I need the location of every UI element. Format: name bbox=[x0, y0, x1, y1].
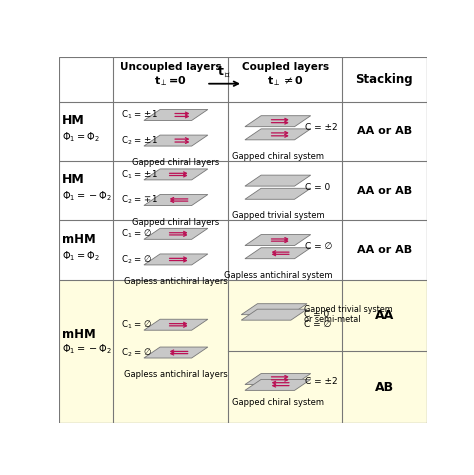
Text: Gapped trivial system: Gapped trivial system bbox=[231, 211, 324, 220]
Text: AA or AB: AA or AB bbox=[357, 186, 412, 196]
Text: mHM: mHM bbox=[62, 233, 96, 246]
Text: C$_1$ = ∅: C$_1$ = ∅ bbox=[121, 228, 153, 240]
Text: C$_1$ = ∅: C$_1$ = ∅ bbox=[121, 318, 153, 331]
Text: AB: AB bbox=[375, 380, 394, 394]
Text: Gapped chiral system: Gapped chiral system bbox=[232, 398, 324, 407]
Polygon shape bbox=[144, 135, 208, 146]
Text: C = ∅: C = ∅ bbox=[305, 242, 333, 251]
Text: C$_1$ = ±1: C$_1$ = ±1 bbox=[121, 168, 158, 180]
Text: C = 0: C = 0 bbox=[305, 183, 331, 192]
Polygon shape bbox=[144, 169, 208, 180]
Text: AA or AB: AA or AB bbox=[357, 126, 412, 136]
Polygon shape bbox=[245, 116, 310, 127]
Text: HM: HM bbox=[62, 114, 85, 127]
Text: $\Phi_1 = \Phi_2$: $\Phi_1 = \Phi_2$ bbox=[62, 249, 100, 263]
Polygon shape bbox=[144, 195, 208, 206]
Text: Gapped chiral layers: Gapped chiral layers bbox=[132, 158, 219, 167]
Text: mHM: mHM bbox=[62, 329, 96, 342]
Polygon shape bbox=[245, 235, 310, 246]
Text: HM: HM bbox=[62, 173, 85, 186]
Text: C = ∅: C = ∅ bbox=[303, 320, 331, 329]
Polygon shape bbox=[245, 188, 310, 200]
Text: C$_2$ = ∅: C$_2$ = ∅ bbox=[121, 253, 153, 266]
Polygon shape bbox=[245, 175, 310, 186]
Polygon shape bbox=[241, 304, 307, 314]
Polygon shape bbox=[241, 309, 307, 320]
Text: t$_\perp$$\neq$0: t$_\perp$$\neq$0 bbox=[267, 75, 304, 88]
Text: Uncoupled layers: Uncoupled layers bbox=[119, 62, 221, 72]
Polygon shape bbox=[245, 248, 310, 259]
Polygon shape bbox=[245, 380, 310, 390]
Text: C$_2$ = ∅: C$_2$ = ∅ bbox=[121, 346, 153, 359]
Text: C$_1$ = ±1: C$_1$ = ±1 bbox=[121, 109, 158, 121]
Text: Gapped trivial system: Gapped trivial system bbox=[303, 304, 392, 314]
Text: Stacking: Stacking bbox=[356, 73, 413, 86]
Text: Gapped chiral system: Gapped chiral system bbox=[232, 152, 324, 161]
Bar bbox=[59, 280, 427, 423]
Text: Gapless antichiral layers: Gapless antichiral layers bbox=[124, 277, 228, 286]
Text: t$_\perp$=0: t$_\perp$=0 bbox=[154, 75, 187, 88]
Polygon shape bbox=[144, 228, 208, 239]
Text: Gapped chiral layers: Gapped chiral layers bbox=[132, 218, 219, 227]
Polygon shape bbox=[144, 347, 208, 358]
Text: $\Phi_1 = -\Phi_2$: $\Phi_1 = -\Phi_2$ bbox=[62, 190, 112, 203]
Text: Gapless antichiral layers: Gapless antichiral layers bbox=[124, 370, 228, 379]
Text: C = ±2: C = ±2 bbox=[305, 378, 338, 387]
Polygon shape bbox=[144, 319, 208, 330]
Bar bbox=[59, 57, 427, 280]
Text: C = 0: C = 0 bbox=[303, 310, 329, 319]
Text: C$_2$ = ∓1: C$_2$ = ∓1 bbox=[121, 194, 158, 206]
Text: C = ±2: C = ±2 bbox=[305, 124, 338, 132]
Polygon shape bbox=[144, 254, 208, 265]
Polygon shape bbox=[245, 129, 310, 140]
Text: Coupled layers: Coupled layers bbox=[242, 62, 329, 72]
Text: AA or AB: AA or AB bbox=[357, 245, 412, 255]
Text: $\mathbf{t_\perp}$: $\mathbf{t_\perp}$ bbox=[218, 64, 232, 78]
Text: C$_2$ = ±1: C$_2$ = ±1 bbox=[121, 134, 158, 147]
Text: $\Phi_1 = \Phi_2$: $\Phi_1 = \Phi_2$ bbox=[62, 130, 100, 144]
Polygon shape bbox=[144, 109, 208, 121]
Text: or semi-metal: or semi-metal bbox=[303, 315, 360, 324]
Text: Gapless antichiral system: Gapless antichiral system bbox=[224, 271, 332, 280]
Text: AA: AA bbox=[375, 309, 394, 322]
Text: $\Phi_1 = -\Phi_2$: $\Phi_1 = -\Phi_2$ bbox=[62, 342, 112, 357]
Polygon shape bbox=[245, 373, 310, 385]
